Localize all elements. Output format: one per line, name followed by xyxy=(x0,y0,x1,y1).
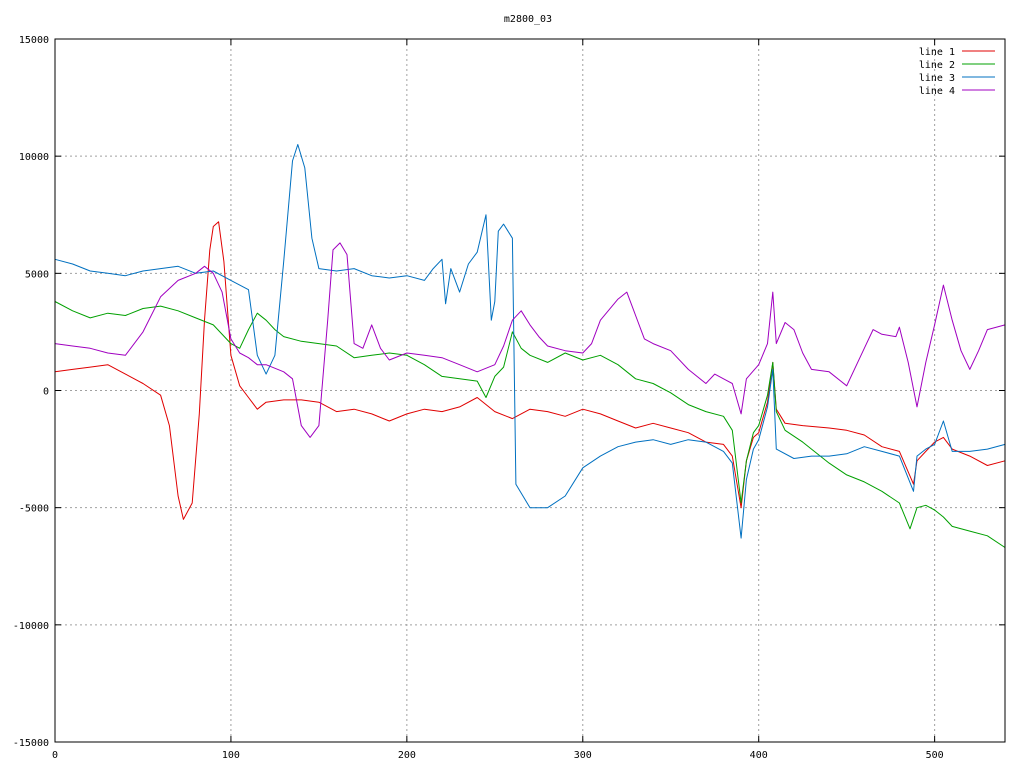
series-line-4 xyxy=(54,242,1006,438)
grid xyxy=(55,39,1005,742)
x-tick-label: 0 xyxy=(52,750,58,761)
x-tick-label: 400 xyxy=(750,750,768,761)
series-line-1 xyxy=(54,221,1006,520)
y-tick-label: -10000 xyxy=(13,621,49,632)
tick-labels: 0 100 200 300 400 500 -15000 -10000 -5000 0 5000 10… xyxy=(13,35,1005,761)
y-tick-label: -15000 xyxy=(13,738,49,749)
y-tick-label: 5000 xyxy=(25,269,49,280)
series-group xyxy=(54,144,1006,548)
x-tick-label: 200 xyxy=(398,750,416,761)
legend-label: line 4 xyxy=(919,86,955,97)
series-line-3 xyxy=(54,144,1006,539)
y-tick-label: -5000 xyxy=(19,504,49,515)
legend-label: line 3 xyxy=(919,73,955,84)
x-tick-label: 300 xyxy=(574,750,592,761)
legend: line 1 line 2 line 3 line 4 xyxy=(919,47,995,97)
legend-label: line 1 xyxy=(919,47,955,58)
x-tick-label: 100 xyxy=(222,750,240,761)
y-tick-label: 15000 xyxy=(19,35,49,46)
series-line-2 xyxy=(54,301,1006,548)
x-tick-label: 500 xyxy=(926,750,944,761)
legend-label: line 2 xyxy=(919,60,955,71)
y-tick-label: 10000 xyxy=(19,152,49,163)
y-tick-label: 0 xyxy=(43,387,49,398)
chart-title: m2800_03 xyxy=(504,14,552,25)
